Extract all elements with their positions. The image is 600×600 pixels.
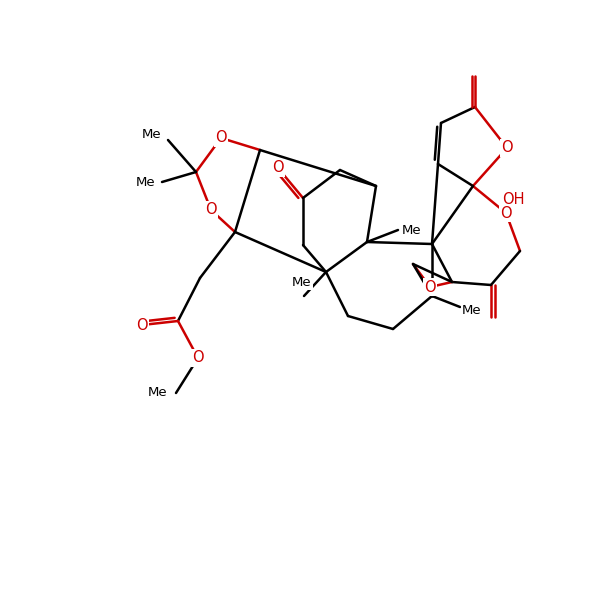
Text: Me: Me	[402, 223, 422, 236]
Text: Me: Me	[462, 304, 482, 317]
Text: O: O	[215, 130, 227, 145]
Text: O: O	[500, 205, 512, 220]
Text: O: O	[205, 202, 217, 217]
Text: O: O	[192, 350, 204, 365]
Text: O: O	[501, 140, 513, 155]
Text: Me: Me	[292, 275, 312, 289]
Text: OH: OH	[502, 193, 524, 208]
Text: O: O	[424, 280, 436, 295]
Text: Me: Me	[148, 386, 168, 400]
Text: O: O	[136, 317, 148, 332]
Text: Me: Me	[136, 175, 156, 188]
Text: Me: Me	[142, 128, 162, 142]
Text: O: O	[272, 160, 284, 175]
